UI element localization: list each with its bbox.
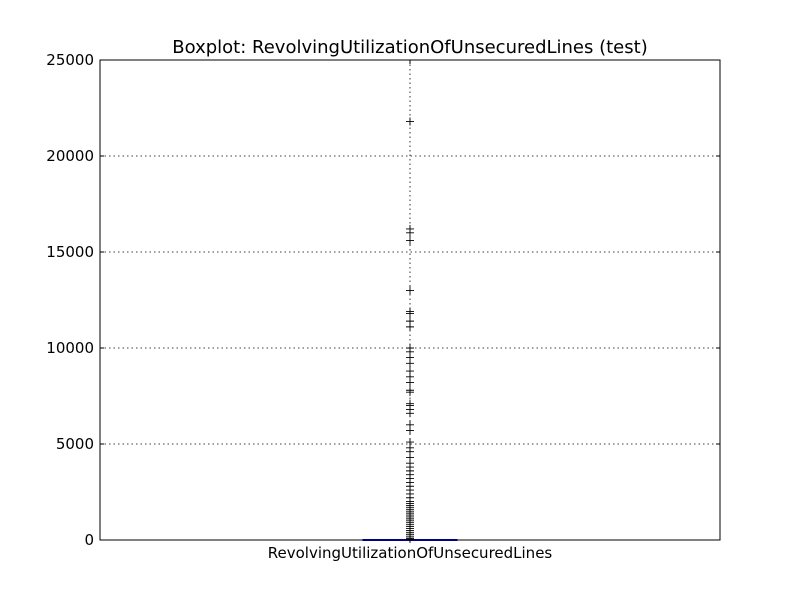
outlier-point	[406, 426, 414, 435]
y-tick-label: 20000	[46, 147, 94, 165]
y-tick-label: 25000	[46, 51, 94, 69]
y-axis: 0 5000 10000 15000 20000 25000	[46, 51, 720, 549]
outlier-point	[406, 117, 414, 126]
outlier-point	[406, 322, 414, 331]
outlier-point	[406, 309, 414, 318]
outlier-point	[406, 228, 414, 237]
y-tick-label: 5000	[56, 435, 94, 453]
plot-frame	[99, 59, 721, 541]
outlier-point	[406, 388, 414, 397]
outlier-point	[406, 378, 414, 387]
x-category-label: RevolvingUtilizationOfUnsecuredLines	[268, 544, 553, 562]
outlier-point	[406, 236, 414, 245]
outlier-point	[406, 535, 414, 544]
outlier-points	[406, 117, 414, 544]
y-tick-label: 15000	[46, 243, 94, 261]
y-tick-label: 10000	[46, 339, 94, 357]
y-tick-label: 0	[84, 531, 94, 549]
chart-title: Boxplot: RevolvingUtilizationOfUnsecured…	[172, 37, 647, 58]
outlier-point	[406, 409, 414, 418]
outlier-point	[406, 286, 414, 295]
outlier-point	[406, 359, 414, 368]
grid-lines	[100, 60, 720, 540]
